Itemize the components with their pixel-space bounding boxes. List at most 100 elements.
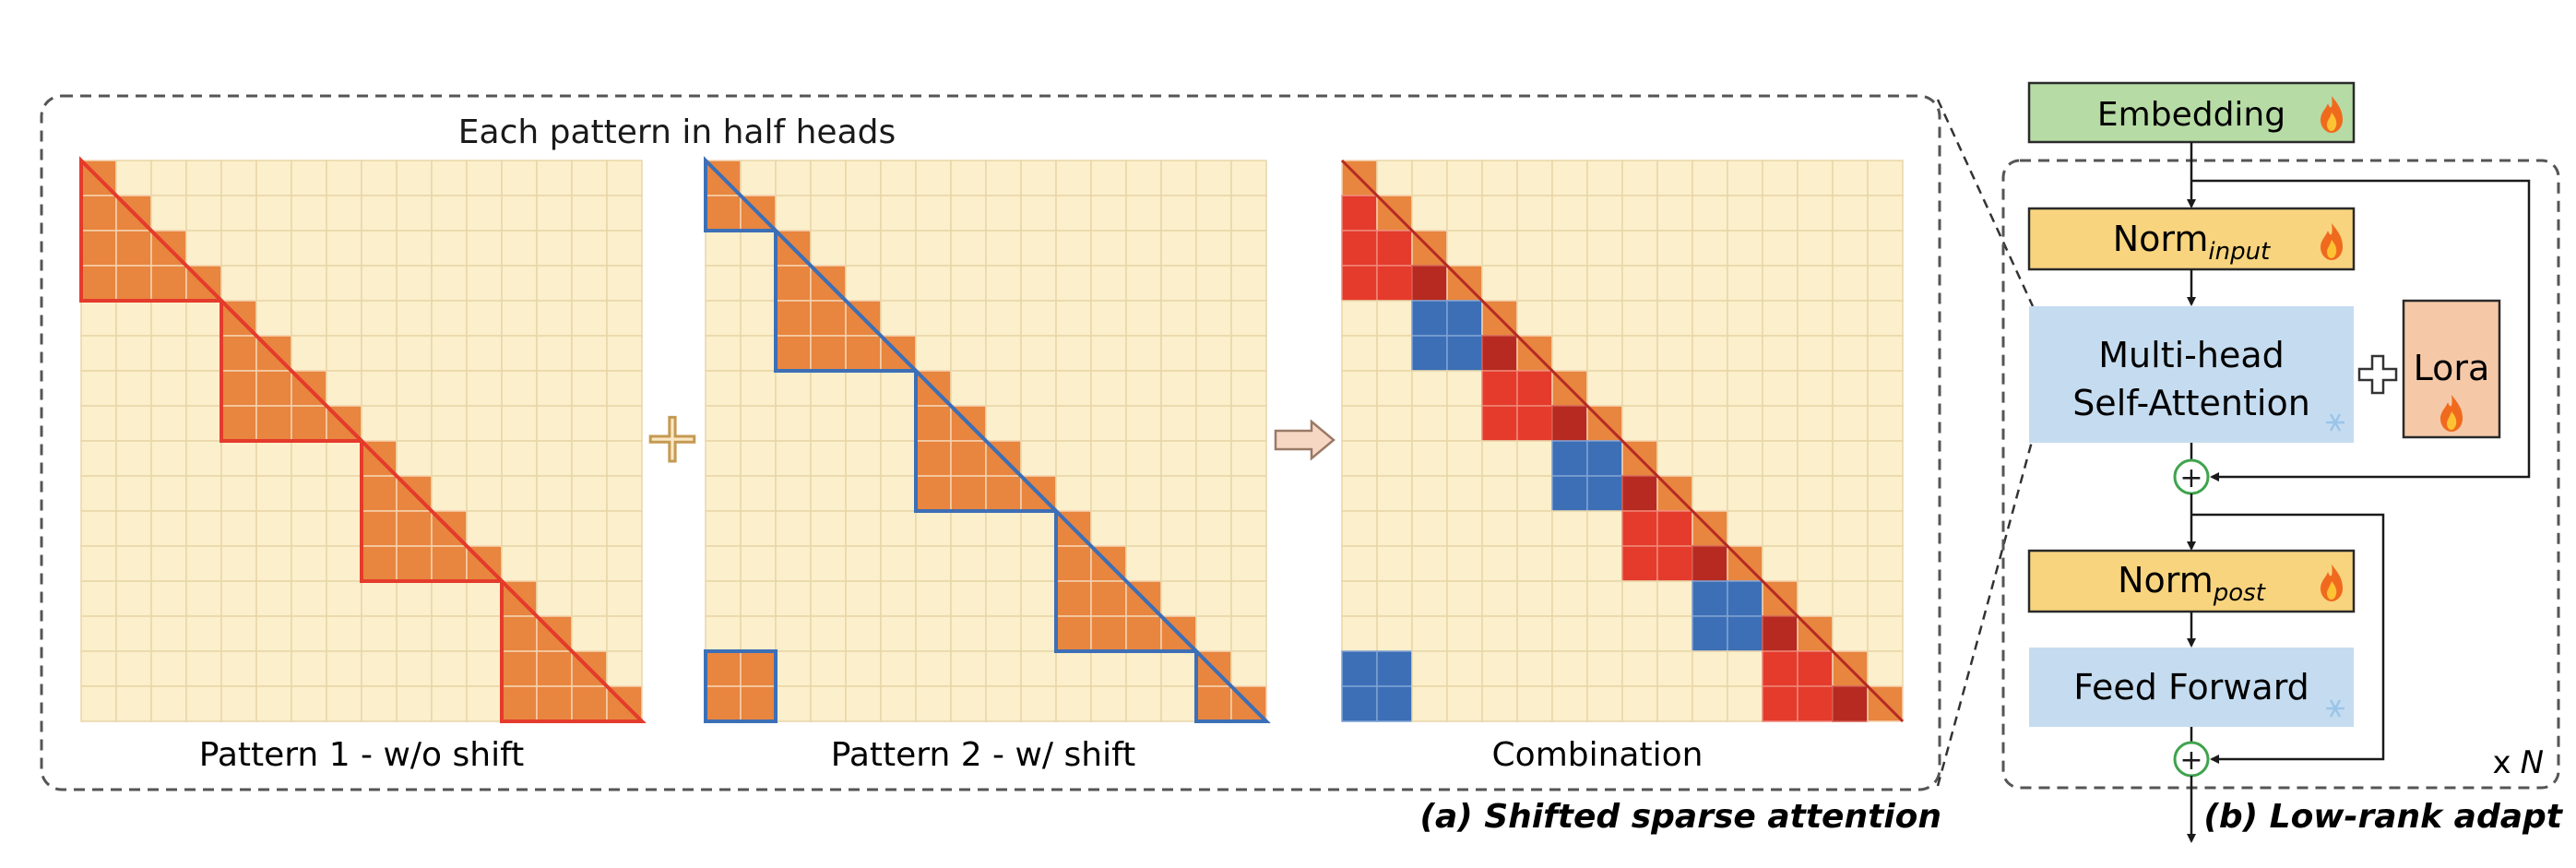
attention-cell xyxy=(1160,335,1197,372)
attention-cell xyxy=(1762,615,1798,652)
attention-cell xyxy=(1055,300,1092,337)
attention-cell xyxy=(740,300,777,337)
attention-cell xyxy=(1411,510,1448,547)
attention-cell xyxy=(606,405,643,442)
attention-cell xyxy=(606,440,643,477)
attention-cell xyxy=(1411,475,1448,512)
attention-cell xyxy=(1832,580,1869,617)
attention-cell xyxy=(326,650,362,687)
attention-cell xyxy=(985,265,1022,302)
attention-cell xyxy=(536,580,573,617)
attention-cell xyxy=(1692,440,1728,477)
attention-cell xyxy=(361,195,398,232)
attention-cell xyxy=(775,265,812,302)
attention-cell xyxy=(1195,370,1232,407)
attention-cell xyxy=(1055,545,1092,582)
attention-cell xyxy=(1832,300,1869,337)
attention-cell xyxy=(185,195,222,232)
attention-cell xyxy=(466,160,503,196)
attention-cell xyxy=(220,615,257,652)
attention-cell xyxy=(150,580,187,617)
attention-cell xyxy=(740,440,777,477)
attention-cell xyxy=(80,195,117,232)
attention-cell xyxy=(1376,230,1413,267)
attention-cell xyxy=(1832,230,1869,267)
attention-cell xyxy=(775,160,812,196)
attention-cell xyxy=(1055,370,1092,407)
attention-cell xyxy=(1867,405,1904,442)
attention-cell xyxy=(501,230,538,267)
attention-cell xyxy=(1621,405,1658,442)
attention-cell xyxy=(845,510,882,547)
attention-cell xyxy=(1692,580,1728,617)
attention-cell xyxy=(1341,510,1378,547)
attention-cell xyxy=(845,440,882,477)
attention-cell xyxy=(705,405,742,442)
attention-cell xyxy=(810,545,847,582)
attention-cell xyxy=(845,230,882,267)
attention-cell xyxy=(1867,370,1904,407)
attention-cell xyxy=(501,615,538,652)
attention-cell xyxy=(1832,545,1869,582)
attention-cell xyxy=(115,230,152,267)
attention-cell xyxy=(220,265,257,302)
attention-cell xyxy=(1727,405,1763,442)
attention-cell xyxy=(1727,685,1763,722)
attention-cell xyxy=(80,545,117,582)
attention-cell xyxy=(255,685,292,722)
attention-cell xyxy=(1586,300,1623,337)
attention-cell xyxy=(255,195,292,232)
attention-cell xyxy=(1411,335,1448,372)
attention-cell xyxy=(255,230,292,267)
attention-cell xyxy=(1376,370,1413,407)
attention-cell xyxy=(255,405,292,442)
attention-cell xyxy=(501,370,538,407)
attention-cell xyxy=(845,335,882,372)
attention-cell xyxy=(220,580,257,617)
attention-cell xyxy=(950,545,987,582)
attention-cell xyxy=(1692,265,1728,302)
attention-cell xyxy=(185,580,222,617)
attention-cell xyxy=(1446,405,1483,442)
attention-cell xyxy=(845,370,882,407)
attention-cell xyxy=(571,160,608,196)
attention-cell xyxy=(1797,160,1834,196)
attention-cell xyxy=(1762,440,1798,477)
attention-cell xyxy=(1125,370,1162,407)
attention-cell xyxy=(1230,195,1267,232)
attention-cell xyxy=(950,615,987,652)
attention-cell xyxy=(1195,685,1232,722)
attention-cell xyxy=(80,510,117,547)
pattern-2-wrap-outline xyxy=(704,649,778,723)
attention-cell xyxy=(1586,545,1623,582)
attention-cell xyxy=(536,475,573,512)
attention-cell xyxy=(1446,580,1483,617)
attention-cell xyxy=(1656,160,1693,196)
attention-cell xyxy=(1195,580,1232,617)
attention-cell xyxy=(431,160,468,196)
attention-cell xyxy=(1762,545,1798,582)
attention-cell xyxy=(810,510,847,547)
attention-cell xyxy=(396,580,433,617)
attention-cell xyxy=(1481,510,1518,547)
attention-cell xyxy=(1341,475,1378,512)
attention-cell xyxy=(1867,300,1904,337)
attention-cell xyxy=(291,160,327,196)
residual-2 xyxy=(2191,513,2385,764)
attention-cell xyxy=(1090,615,1127,652)
attention-cell xyxy=(115,440,152,477)
attention-cell xyxy=(1446,335,1483,372)
attention-cell xyxy=(1160,685,1197,722)
attention-cell xyxy=(431,370,468,407)
attention-cell xyxy=(185,370,222,407)
attention-cell xyxy=(1586,510,1623,547)
attention-cell xyxy=(1125,230,1162,267)
attention-cell xyxy=(810,370,847,407)
snowflake-icon xyxy=(2326,699,2345,718)
attention-cell xyxy=(1446,300,1483,337)
attention-cell xyxy=(1797,440,1834,477)
attention-cell xyxy=(606,230,643,267)
attention-cell xyxy=(1376,440,1413,477)
attention-cell xyxy=(1481,405,1518,442)
attention-line2: Self-Attention xyxy=(2072,383,2310,423)
